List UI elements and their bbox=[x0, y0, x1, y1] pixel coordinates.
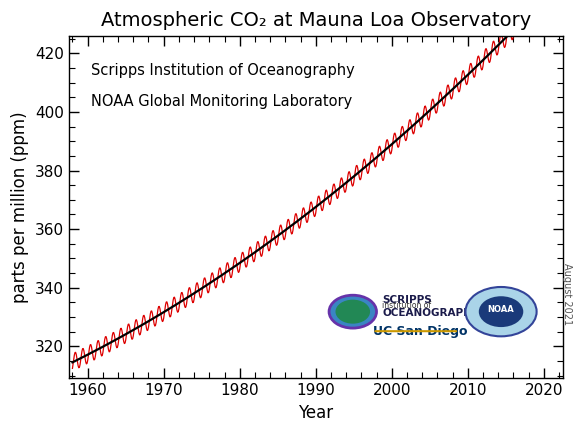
Text: SCRIPPS: SCRIPPS bbox=[382, 294, 432, 304]
X-axis label: Year: Year bbox=[298, 404, 334, 422]
Text: UC San Diego: UC San Diego bbox=[373, 325, 467, 338]
Text: Scripps Institution of Oceanography: Scripps Institution of Oceanography bbox=[91, 63, 355, 78]
Circle shape bbox=[465, 287, 537, 336]
Text: NOAA Global Monitoring Laboratory: NOAA Global Monitoring Laboratory bbox=[91, 94, 352, 109]
Circle shape bbox=[335, 300, 370, 323]
Title: Atmospheric CO₂ at Mauna Loa Observatory: Atmospheric CO₂ at Mauna Loa Observatory bbox=[101, 11, 531, 30]
Circle shape bbox=[329, 295, 377, 328]
Text: OCEANOGRAPHY: OCEANOGRAPHY bbox=[382, 308, 480, 318]
Text: institution of: institution of bbox=[382, 301, 431, 310]
Text: August 2021: August 2021 bbox=[562, 263, 573, 326]
Text: NOAA: NOAA bbox=[488, 305, 514, 314]
Circle shape bbox=[479, 296, 523, 327]
Y-axis label: parts per million (ppm): parts per million (ppm) bbox=[11, 111, 29, 303]
